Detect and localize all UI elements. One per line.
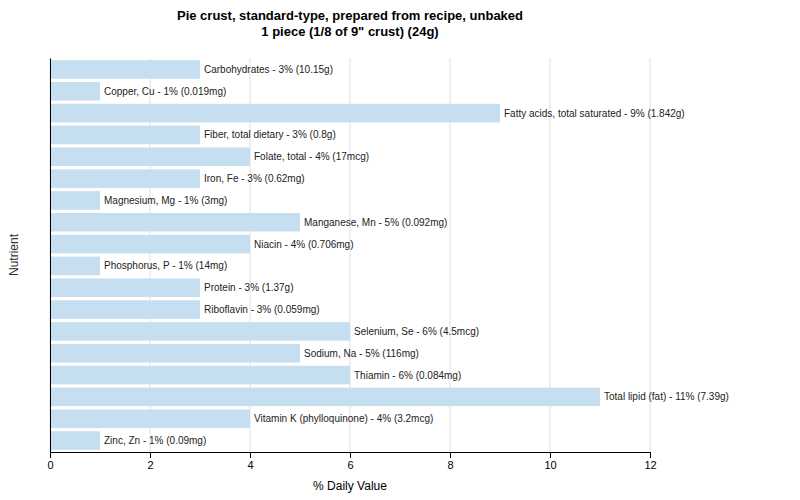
plot-area: Carbohydrates - 3% (10.15g) Copper, Cu - … (47, 58, 728, 471)
bar (50, 278, 200, 297)
x-tick-mark (50, 452, 51, 458)
bar (50, 126, 200, 145)
x-tick-label: 4 (247, 459, 253, 471)
x-tick: 2 (147, 452, 153, 471)
bar (50, 257, 100, 276)
y-axis-line (50, 59, 51, 453)
bar-label: Folate, total - 4% (17mcg) (254, 151, 369, 162)
bar-label: Vitamin K (phylloquinone) - 4% (3.2mcg) (254, 413, 433, 424)
bar-label: Phosphorus, P - 1% (14mg) (104, 260, 227, 271)
bar-label: Fiber, total dietary - 3% (0.8g) (204, 129, 336, 140)
bar (50, 169, 200, 188)
bar (50, 82, 100, 101)
x-tick: 12 (644, 452, 656, 471)
x-tick: 10 (544, 452, 556, 471)
bar (50, 388, 600, 407)
x-tick-label: 12 (644, 459, 656, 471)
bar (50, 60, 200, 79)
bar (50, 300, 200, 319)
bar-label: Iron, Fe - 3% (0.62mg) (204, 173, 305, 184)
x-tick-label: 10 (544, 459, 556, 471)
x-tick-label: 8 (447, 459, 453, 471)
y-axis (50, 59, 51, 453)
bar (50, 344, 300, 363)
x-tick: 6 (347, 452, 353, 471)
x-tick-mark (150, 452, 151, 458)
x-tick-label: 6 (347, 459, 353, 471)
bar-label: Manganese, Mn - 5% (0.092mg) (304, 217, 447, 228)
bar-label: Protein - 3% (1.37g) (204, 282, 294, 293)
grid-line (50, 58, 51, 452)
bar (50, 213, 300, 232)
x-tick-mark (550, 452, 551, 458)
x-tick-label: 2 (147, 459, 153, 471)
bar (50, 235, 250, 254)
bar (50, 322, 350, 341)
bar-label: Total lipid (fat) - 11% (7.39g) (604, 391, 729, 402)
x-axis-line (51, 453, 651, 459)
bar (50, 366, 350, 385)
bar-label: Fatty acids, total saturated - 9% (1.842… (504, 108, 685, 119)
bar-label: Selenium, Se - 6% (4.5mcg) (354, 326, 479, 337)
x-tick-mark (250, 452, 251, 458)
x-tick-mark (650, 452, 651, 458)
title-line: Pie crust, standard-type, prepared from … (177, 8, 523, 23)
bar-labels: Carbohydrates - 3% (10.15g) Copper, Cu - … (104, 64, 729, 446)
title-line: 1 piece (1/8 of 9" crust) (24g) (261, 24, 438, 39)
x-axis-title: % Daily Value (313, 479, 387, 493)
bar-label: Magnesium, Mg - 1% (3mg) (104, 195, 227, 206)
x-tick-mark (350, 452, 351, 458)
bar (50, 147, 250, 166)
bar (50, 409, 250, 428)
bar-label: Thiamin - 6% (0.084mg) (354, 370, 461, 381)
bar-label: Riboflavin - 3% (0.059mg) (204, 304, 320, 315)
bars (50, 60, 600, 450)
x-axis: 0 2 4 6 8 10 12 (47, 452, 656, 471)
bar (50, 191, 100, 210)
bar-label: Zinc, Zn - 1% (0.09mg) (104, 435, 206, 446)
bar (50, 104, 500, 123)
chart: Carbohydrates - 3% (10.15g) Copper, Cu - … (0, 0, 800, 500)
x-tick: 0 (47, 452, 53, 471)
title: Pie crust, standard-type, prepared from … (177, 8, 523, 39)
bar-label: Sodium, Na - 5% (116mg) (304, 348, 419, 359)
x-tick-label: 0 (47, 459, 53, 471)
bar (50, 431, 100, 450)
bar-label: Copper, Cu - 1% (0.019mg) (104, 86, 226, 97)
bar-label: Niacin - 4% (0.706mg) (254, 239, 353, 250)
x-tick: 8 (447, 452, 453, 471)
bar-label: Carbohydrates - 3% (10.15g) (204, 64, 333, 75)
x-tick-mark (450, 452, 451, 458)
x-tick: 4 (247, 452, 253, 471)
y-axis-title: Nutrient (7, 233, 21, 276)
